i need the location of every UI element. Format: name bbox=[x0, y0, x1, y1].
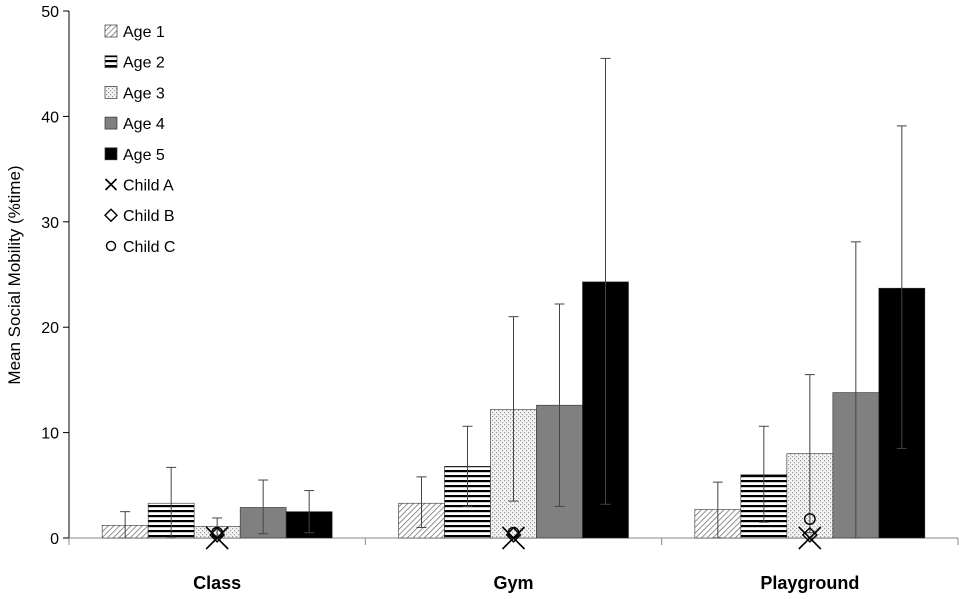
y-tick-label: 40 bbox=[41, 109, 59, 126]
marker-child-c-gym bbox=[507, 526, 520, 539]
x-category-label: Class bbox=[193, 573, 241, 593]
legend-label-child-c: Child C bbox=[123, 239, 175, 256]
legend-label-child-a: Child A bbox=[123, 178, 174, 195]
legend-label-age-5: Age 5 bbox=[123, 147, 165, 164]
y-tick-label: 30 bbox=[41, 215, 59, 232]
marker-child-b-playground bbox=[801, 526, 818, 543]
y-tick-label: 50 bbox=[41, 4, 59, 21]
legend-swatch-age-5 bbox=[104, 147, 118, 161]
legend-marker-child-a bbox=[104, 178, 118, 191]
legend-label-age-3: Age 3 bbox=[123, 85, 165, 102]
legend-swatch-age-4 bbox=[104, 116, 118, 130]
legend-label-child-b: Child B bbox=[123, 208, 175, 225]
legend-marker-child-c bbox=[105, 240, 117, 252]
y-tick-label: 10 bbox=[41, 426, 59, 443]
legend-label-age-2: Age 2 bbox=[123, 55, 165, 72]
legend-marker-child-b bbox=[104, 208, 118, 223]
x-category-label: Playground bbox=[760, 573, 859, 593]
individual-markers-group bbox=[205, 513, 822, 550]
y-tick-label: 0 bbox=[50, 531, 59, 548]
legend-label-age-1: Age 1 bbox=[123, 24, 165, 41]
marker-child-c-class bbox=[211, 526, 224, 539]
legend-swatch-age-3 bbox=[104, 86, 118, 99]
legend: Age 1 Age 2 Age 3 Age 4 Age 5 Child A Child B C… bbox=[104, 24, 175, 256]
y-axis-label: Mean Social Mobility (%time) bbox=[5, 165, 24, 384]
marker-child-c-playground bbox=[803, 513, 816, 525]
legend-label-age-4: Age 4 bbox=[123, 116, 165, 133]
category-labels: Class Gym Playground bbox=[193, 573, 859, 593]
error-bars-group bbox=[120, 57, 907, 539]
x-category-label: Gym bbox=[493, 573, 533, 593]
legend-swatch-age-1 bbox=[104, 24, 118, 38]
marker-child-a-playground bbox=[798, 526, 822, 550]
legend-swatch-age-2 bbox=[104, 55, 118, 69]
y-tick-label: 20 bbox=[41, 320, 59, 337]
